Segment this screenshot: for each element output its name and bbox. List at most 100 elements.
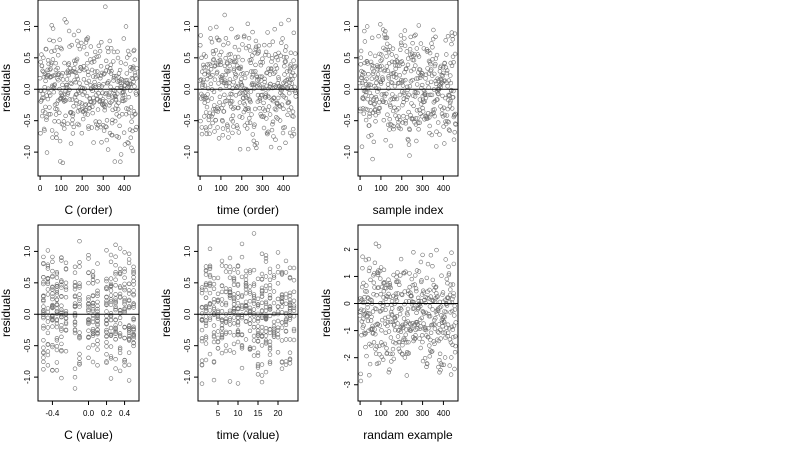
data-point — [429, 92, 435, 98]
data-point — [412, 336, 418, 341]
data-point — [358, 48, 364, 54]
data-point — [237, 114, 242, 119]
data-point — [438, 367, 443, 373]
data-point — [430, 349, 435, 354]
data-point — [200, 93, 206, 99]
data-point — [45, 352, 51, 358]
data-point — [205, 92, 210, 97]
data-point — [105, 147, 111, 152]
data-point — [117, 67, 123, 73]
data-point — [203, 306, 209, 311]
data-point — [376, 244, 382, 249]
data-point — [117, 270, 123, 275]
data-point — [441, 124, 446, 129]
data-point — [391, 124, 396, 129]
data-point — [69, 81, 74, 87]
data-point — [227, 287, 233, 292]
data-point — [250, 132, 256, 137]
data-point — [73, 79, 78, 85]
data-point — [59, 279, 64, 284]
data-point — [222, 92, 227, 98]
data-point — [282, 72, 287, 77]
data-point — [76, 28, 81, 34]
data-point — [278, 21, 284, 27]
data-point — [447, 128, 452, 133]
data-point — [381, 267, 387, 272]
data-point — [59, 323, 64, 328]
data-point — [115, 49, 120, 54]
data-point — [227, 316, 233, 321]
data-point — [378, 58, 383, 64]
data-point — [108, 356, 114, 361]
data-point — [276, 77, 281, 82]
data-point — [409, 101, 414, 106]
data-point — [90, 74, 96, 79]
data-point — [126, 297, 132, 303]
data-point — [202, 94, 208, 99]
data-point — [45, 363, 51, 368]
data-point — [126, 94, 131, 100]
data-point — [55, 65, 60, 71]
data-point — [230, 99, 235, 104]
data-point — [56, 72, 61, 78]
data-point — [90, 306, 96, 312]
data-point — [239, 83, 245, 88]
data-point — [250, 29, 255, 35]
data-point — [64, 20, 69, 25]
data-point — [397, 282, 402, 287]
data-point — [232, 54, 238, 60]
data-point — [90, 303, 96, 308]
data-point — [235, 125, 240, 131]
data-point — [398, 40, 404, 45]
data-point — [285, 100, 290, 106]
data-point — [275, 281, 281, 286]
y-axis-title: residuals — [0, 64, 13, 112]
data-point — [203, 125, 208, 130]
data-point — [293, 94, 298, 99]
data-point — [360, 325, 365, 330]
data-point — [283, 310, 289, 316]
data-point — [81, 77, 87, 82]
data-point — [96, 84, 102, 89]
data-point — [133, 90, 139, 95]
data-point — [112, 159, 118, 164]
data-point — [69, 97, 75, 102]
data-point — [98, 94, 103, 99]
data-point — [103, 99, 109, 104]
data-point — [219, 333, 225, 338]
data-point — [391, 339, 396, 345]
data-point — [72, 77, 77, 83]
data-point — [58, 159, 63, 164]
data-point — [131, 275, 136, 280]
data-point — [231, 302, 237, 307]
data-point — [62, 60, 67, 66]
data-point — [283, 59, 288, 64]
data-point — [289, 81, 294, 86]
data-point — [235, 264, 241, 269]
data-point — [401, 78, 406, 84]
data-point — [374, 75, 380, 80]
data-point — [113, 306, 118, 311]
data-point — [215, 335, 221, 341]
y-tick-label: 1.0 — [183, 245, 192, 257]
data-point — [407, 46, 413, 52]
data-point — [398, 329, 404, 334]
data-point — [263, 308, 269, 313]
data-point — [215, 291, 221, 296]
data-point — [122, 363, 127, 368]
data-point — [108, 252, 114, 258]
data-point — [432, 326, 438, 331]
data-point — [122, 335, 127, 341]
data-point — [45, 287, 51, 292]
data-point — [283, 319, 289, 325]
data-point — [63, 285, 69, 290]
data-point — [128, 135, 134, 140]
data-point — [68, 80, 73, 86]
data-point — [361, 69, 366, 75]
data-point — [63, 349, 69, 354]
data-point — [271, 273, 277, 278]
data-point — [128, 88, 133, 93]
data-point — [71, 104, 76, 109]
x-tick-label: 5 — [216, 409, 221, 418]
